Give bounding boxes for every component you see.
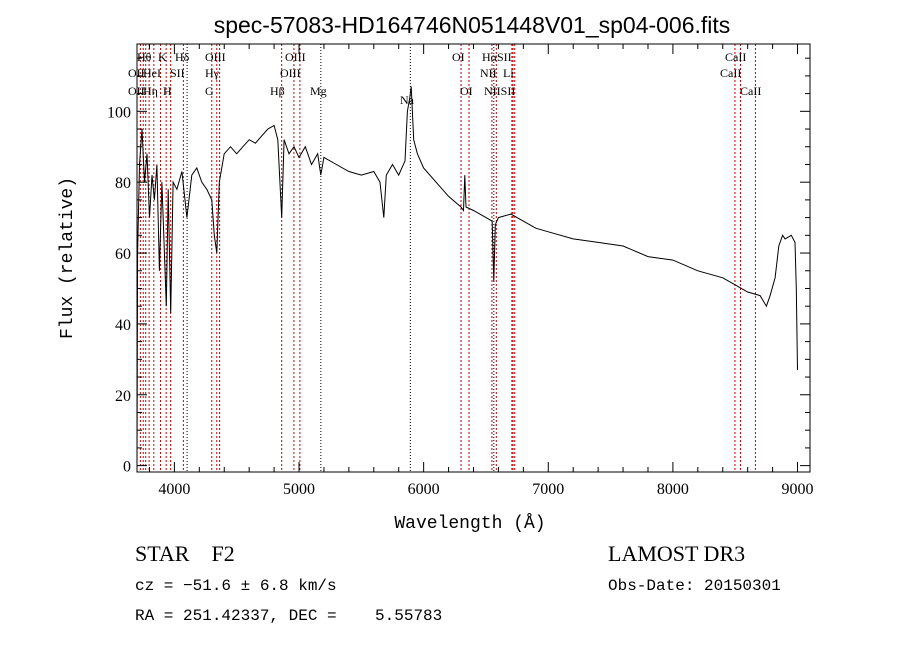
redshift-cz: cz = −51.6 ± 6.8 km/s: [135, 577, 337, 595]
spectral-line-label: CaII: [740, 84, 761, 98]
spectral-line-label: H: [163, 84, 172, 98]
spectral-line-label: OIII: [280, 66, 301, 80]
spectral-line-label: CaII: [725, 50, 746, 64]
y-tick-label: 20: [115, 388, 131, 405]
x-tick-label: 4000: [158, 481, 190, 498]
obs-date: Obs-Date: 20150301: [608, 577, 781, 595]
spectral-line-label: OII: [128, 66, 145, 80]
spectral-line-label: NIISII: [484, 84, 515, 98]
spectral-line-label: K: [158, 50, 167, 64]
y-tick-label: 80: [115, 175, 131, 192]
spectral-line-label: Na: [400, 93, 415, 107]
y-tick-label: 0: [123, 459, 131, 476]
y-tick-label: 60: [115, 246, 131, 263]
x-tick-label: 5000: [283, 481, 315, 498]
y-axis-label: Flux (relative): [58, 177, 78, 339]
x-tick-label: 8000: [657, 481, 689, 498]
x-axis-label: Wavelength (Å): [394, 513, 545, 534]
spectral-line-label: NII: [480, 66, 497, 80]
x-tick-label: 7000: [532, 481, 564, 498]
y-tick-label: 100: [107, 104, 131, 121]
spectral-line-label: Hδ: [175, 50, 190, 64]
spectral-line-label: OII: [128, 84, 145, 98]
spectral-line-label: SII: [170, 66, 185, 80]
ra-dec: RA = 251.42337, DEC = 5.55783: [135, 607, 442, 625]
x-tick-label: 6000: [408, 481, 440, 498]
spectral-line-label: OI: [460, 84, 473, 98]
spectral-line-label: OI: [452, 50, 465, 64]
spectrum-line: [136, 86, 798, 466]
survey-name: LAMOST DR3: [608, 541, 745, 566]
spectral-line-label: HeI: [143, 66, 161, 80]
spectral-line-label: Hβ: [270, 84, 285, 98]
spectral-line-label: CaII: [720, 66, 741, 80]
x-tick-label: 9000: [782, 481, 814, 498]
spectral-line-label: Hη: [143, 84, 158, 98]
plot-frame: [136, 43, 811, 473]
chart-title: spec-57083-HD164746N051448V01_sp04-006.f…: [214, 12, 731, 38]
spectral-line-label: OIII: [285, 50, 306, 64]
spectral-line-label: Hγ: [205, 66, 220, 80]
spectral-line-label: G: [205, 84, 214, 98]
spectral-line-label: Li: [503, 66, 514, 80]
spectral-line-label: OIII: [205, 50, 226, 64]
spectral-line-label: Hθ: [137, 50, 152, 64]
spectral-line-label: Mg: [310, 84, 327, 98]
y-tick-label: 40: [115, 317, 131, 334]
spectral-line-label: HαSII: [482, 50, 512, 64]
object-class: STAR F2: [135, 541, 235, 566]
